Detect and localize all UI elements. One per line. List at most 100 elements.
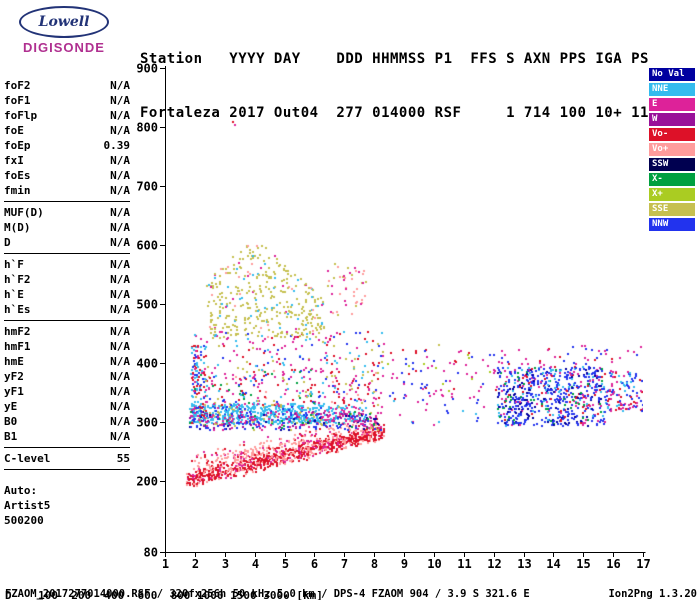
axis-tick-label: 700	[136, 180, 158, 194]
parameter-label: fmin	[4, 184, 31, 197]
legend-item-NoVal: No Val	[649, 68, 695, 81]
axis-tick-label: 14	[546, 557, 560, 571]
parameter-label: h`F2	[4, 273, 31, 286]
legend-item-Vo-: Vo-	[649, 128, 695, 141]
parameter-value: N/A	[110, 184, 130, 197]
version-text: Ion2Png 1.3.20	[608, 588, 697, 600]
parameter-row: foF2 N/A	[4, 78, 130, 93]
legend: No Val NNE E W Vo- Vo+ SSW X- X+ SSE NNW	[649, 68, 697, 233]
parameter-label: h`Es	[4, 303, 31, 316]
parameter-label: MUF(D)	[4, 206, 44, 219]
parameter-label: foEp	[4, 139, 31, 152]
parameter-label: yF1	[4, 385, 24, 398]
axis-tick-label: 300	[136, 416, 158, 430]
parameter-label: foF1	[4, 94, 31, 107]
parameter-label: hmF1	[4, 340, 31, 353]
parameter-row: M(D) N/A	[4, 220, 130, 235]
axis-tick-label: 17	[636, 557, 650, 571]
legend-item-SSW: SSW	[649, 158, 695, 171]
parameter-value: N/A	[110, 340, 130, 353]
axis-tick-label: 16	[606, 557, 620, 571]
axis-tick-label: 200	[136, 475, 158, 489]
parameter-row: foE N/A	[4, 123, 130, 138]
axis-tick-label: 10	[427, 557, 441, 571]
legend-item-SSE: SSE	[649, 203, 695, 216]
parameter-row: foFlp N/A	[4, 108, 130, 123]
legend-item-NNW: NNW	[649, 218, 695, 231]
parameter-value: N/A	[110, 400, 130, 413]
parameter-value: N/A	[110, 325, 130, 338]
axis-tick-label: 9	[401, 557, 408, 571]
axis-tick-label: 11	[457, 557, 471, 571]
axis-tick-label: 500	[136, 298, 158, 312]
axis-tick-label: 12	[487, 557, 501, 571]
parameter-value: N/A	[110, 355, 130, 368]
parameter-value: N/A	[110, 258, 130, 271]
parameter-label: Auto:	[4, 484, 38, 497]
legend-item-NNE: NNE	[649, 83, 695, 96]
parameter-label: B1	[4, 430, 18, 443]
parameter-value: N/A	[110, 124, 130, 137]
logo-digisonde-text: DIGISONDE	[23, 40, 105, 55]
parameter-value: N/A	[110, 370, 130, 383]
parameter-row: foEs N/A	[4, 168, 130, 183]
parameter-label: M(D)	[4, 221, 31, 234]
logo-lowell-text: Lowell	[38, 14, 90, 30]
parameter-row: hmF1 N/A	[4, 339, 130, 354]
lowell-digisonde-logo: Lowell DIGISONDE	[8, 6, 120, 55]
parameter-label: foEs	[4, 169, 31, 182]
legend-item-E: E	[649, 98, 695, 111]
parameter-label: C-level	[4, 452, 51, 465]
file-info-text: FZAOM_2017277014000.RSF / 320fx256h 50 k…	[5, 588, 530, 600]
parameter-value: N/A	[110, 273, 130, 286]
parameter-value: N/A	[110, 94, 130, 107]
station-header-columns: Station YYYY DAY DDD HHMMSS P1 FFS S AXN…	[140, 51, 649, 67]
parameter-value: 55	[116, 452, 130, 465]
parameter-row: C-level 55	[4, 451, 130, 466]
axis-tick-label: 7	[341, 557, 348, 571]
axis-tick-label: 600	[136, 239, 158, 253]
parameter-label: Artist5	[4, 499, 51, 512]
parameter-value: N/A	[110, 385, 130, 398]
parameter-row: h`F2 N/A	[4, 272, 130, 287]
legend-item-X+: X+	[649, 188, 695, 201]
parameter-value: N/A	[110, 79, 130, 92]
parameter-label: yF2	[4, 370, 24, 383]
parameter-value: N/A	[110, 221, 130, 234]
parameter-value: 0.39	[103, 139, 131, 152]
footer-line: FZAOM_2017277014000.RSF / 320fx256h 50 k…	[5, 588, 697, 600]
parameter-row: MUF(D) N/A	[4, 205, 130, 220]
parameter-value: N/A	[110, 169, 130, 182]
parameter-value: N/A	[110, 415, 130, 428]
parameter-label: foF2	[4, 79, 31, 92]
legend-item-X-: X-	[649, 173, 695, 186]
parameter-divider	[4, 201, 130, 202]
parameter-row: B0 N/A	[4, 414, 130, 429]
parameter-divider	[4, 253, 130, 254]
parameter-label: fxI	[4, 154, 24, 167]
parameter-label: yE	[4, 400, 18, 413]
parameter-row: fmin N/A	[4, 183, 130, 198]
parameter-group-gap	[4, 473, 130, 483]
parameter-row: hmE N/A	[4, 354, 130, 369]
parameter-row: Auto:	[4, 483, 130, 498]
parameter-value: N/A	[110, 154, 130, 167]
d-muf-table: D 100 200 400 600 800 1000 1500 3000 [km…	[5, 568, 330, 600]
parameter-label: hmF2	[4, 325, 31, 338]
parameter-row: D N/A	[4, 235, 130, 250]
parameter-label: B0	[4, 415, 18, 428]
parameter-row: B1 N/A	[4, 429, 130, 444]
parameter-row: Artist5	[4, 498, 130, 513]
axis-tick-label: 400	[136, 357, 158, 371]
parameter-label: D	[4, 236, 11, 249]
axis-tick-label: 15	[576, 557, 590, 571]
parameter-row: yF2 N/A	[4, 369, 130, 384]
parameter-label: h`F	[4, 258, 24, 271]
parameter-label: foFlp	[4, 109, 38, 122]
parameter-divider	[4, 469, 130, 470]
lowell-logo-oval: Lowell	[19, 6, 109, 38]
parameter-value: N/A	[110, 288, 130, 301]
axis-tick-label: 80	[144, 546, 158, 560]
parameter-value: N/A	[110, 206, 130, 219]
